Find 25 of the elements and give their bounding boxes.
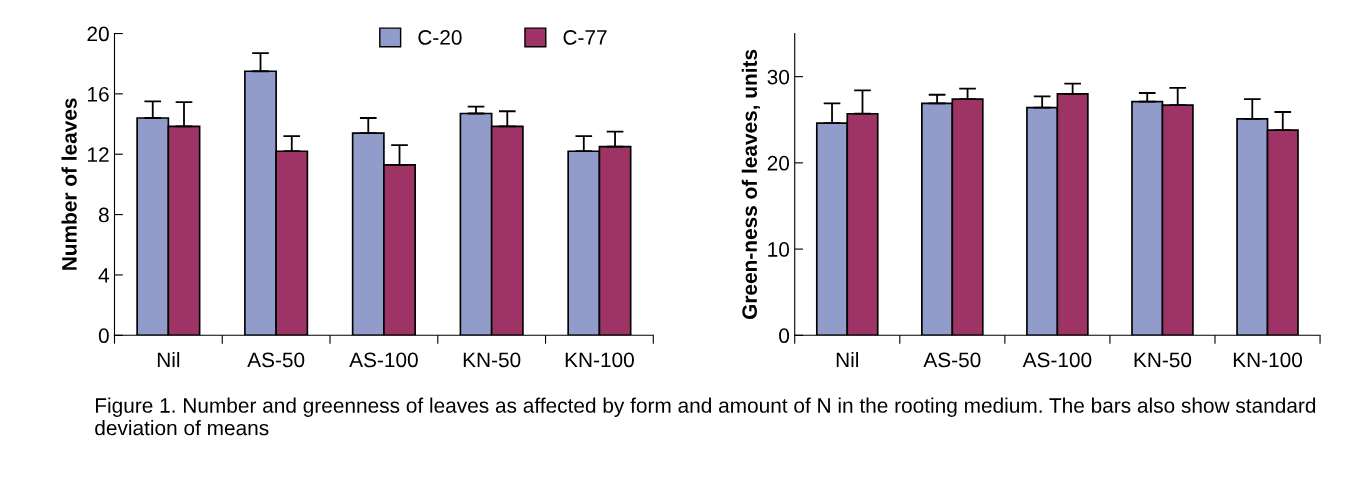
x-tick-label: KN-100 [1233, 352, 1303, 368]
y-tick-label: 10 [768, 242, 790, 257]
y-axis-title: Green-ness of leaves, units [741, 49, 761, 320]
y-tick-label: 20 [87, 26, 109, 42]
y-tick-label: 16 [88, 86, 109, 102]
legend-label: C-20 [418, 30, 462, 45]
y-tick-label: 12 [88, 147, 109, 162]
y-tick-label: 8 [98, 207, 109, 223]
x-tick-label: KN-50 [1134, 352, 1192, 368]
x-tick-label: AS-100 [1022, 352, 1092, 368]
x-tick-label: Nil [157, 351, 180, 368]
x-tick-label: KN-100 [565, 352, 634, 368]
y-tick-label: 0 [779, 328, 790, 344]
y-tick-label: 20 [767, 155, 790, 171]
y-tick-label: 30 [767, 69, 790, 85]
legend-label: C-77 [563, 30, 607, 45]
caption: Figure 1. Number and greenness of leaves as affected by form and amount of N in the rooting medium. The bars also show standard deviation of means [95, 397, 1316, 436]
y-axis-title: Number of leaves [61, 98, 77, 270]
x-tick-label: AS-50 [247, 352, 305, 368]
y-tick-label: 4 [98, 268, 110, 283]
x-tick-label: AS-50 [923, 352, 981, 368]
x-tick-label: Nil [836, 351, 859, 368]
x-tick-label: AS-100 [349, 352, 418, 368]
y-tick-label: 0 [98, 328, 109, 344]
x-tick-label: KN-50 [463, 352, 521, 368]
